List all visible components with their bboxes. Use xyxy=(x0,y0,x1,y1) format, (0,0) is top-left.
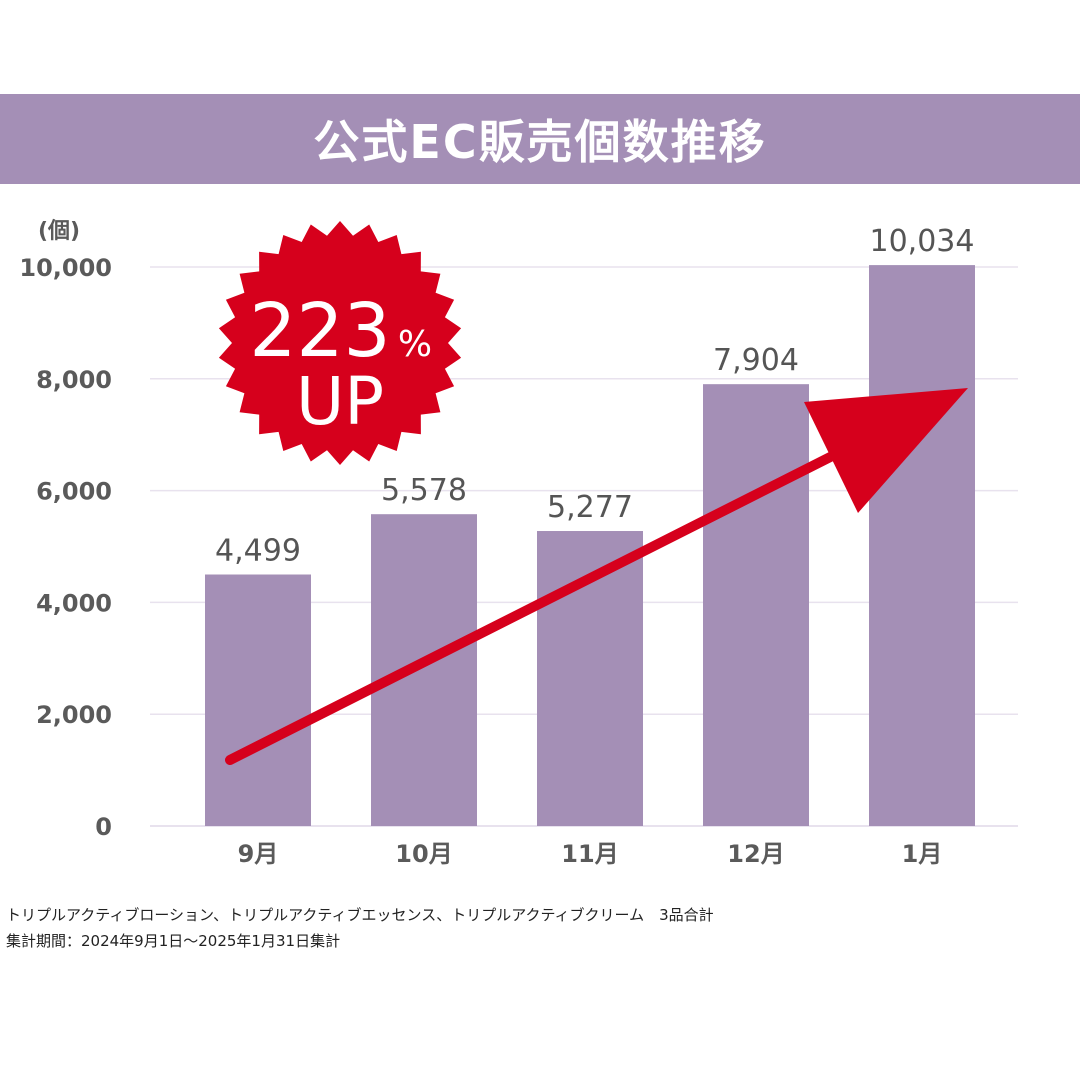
bar xyxy=(869,265,975,827)
trend-arrow-shaft xyxy=(225,438,863,765)
trend-arrow xyxy=(225,388,968,765)
x-tick-label: 12月 xyxy=(727,840,784,868)
badge-percent-sign: % xyxy=(398,324,432,365)
y-tick-label: 10,000 xyxy=(19,254,112,282)
value-label: 5,277 xyxy=(547,490,633,525)
value-label: 4,499 xyxy=(215,534,301,569)
badge-starburst xyxy=(218,221,462,465)
y-axis-ticks: 0 2,000 4,000 6,000 8,000 10,000 xyxy=(19,254,112,841)
x-tick-label: 11月 xyxy=(561,840,618,868)
y-tick-label: 8,000 xyxy=(36,366,112,394)
value-label: 5,578 xyxy=(381,473,467,508)
y-tick-label: 2,000 xyxy=(36,701,112,729)
footnote-period: 集計期間：2024年9月1日〜2025年1月31日集計 xyxy=(6,932,341,950)
chart-title: 公式EC販売個数推移 xyxy=(313,115,767,169)
badge-up-label: UP xyxy=(296,363,384,440)
badge-percent: 223 xyxy=(249,288,390,374)
value-label: 10,034 xyxy=(870,224,975,259)
title-bar: 公式EC販売個数推移 xyxy=(0,94,1080,184)
percent-up-badge: 223 % UP xyxy=(218,221,462,465)
bar xyxy=(205,574,311,826)
value-label: 7,904 xyxy=(713,343,799,378)
y-axis-unit: (個) xyxy=(38,219,80,244)
bar xyxy=(703,384,809,826)
x-tick-label: 1月 xyxy=(902,840,943,868)
trend-arrow-head xyxy=(804,388,968,513)
y-tick-label: 6,000 xyxy=(36,478,112,506)
y-tick-label: 4,000 xyxy=(36,589,112,617)
footnote-products: トリプルアクティブローション、トリプルアクティブエッセンス、トリプルアクティブク… xyxy=(6,906,714,924)
value-labels: 4,499 5,578 5,277 7,904 10,034 xyxy=(215,224,974,568)
x-tick-label: 9月 xyxy=(238,840,279,868)
y-tick-label: 0 xyxy=(95,813,112,841)
x-tick-label: 10月 xyxy=(395,840,452,868)
x-axis-labels: 9月 10月 11月 12月 1月 xyxy=(238,840,943,868)
bar xyxy=(371,514,477,826)
